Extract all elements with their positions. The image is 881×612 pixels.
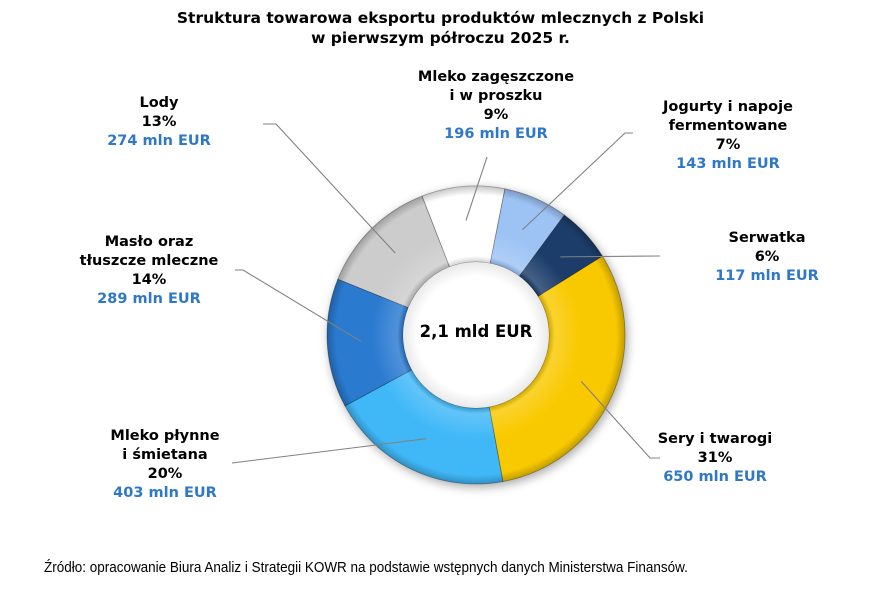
- leader-line-4: [465, 156, 488, 221]
- slice-label-mleko-plynne: Mleko płynne i śmietana 20% 403 mln EUR: [110, 427, 219, 503]
- slice-name-line-2: fermentowane: [668, 118, 788, 134]
- slice-name: Serwatka: [728, 230, 806, 246]
- chart-title-line-2: w pierwszym półroczu 2025 r.: [311, 29, 570, 47]
- leader-line-0: [580, 381, 660, 459]
- slice-value: 143 mln EUR: [676, 156, 780, 172]
- slice-label-jogurty: Jogurty i napoje fermentowane 7% 143 mln…: [663, 98, 793, 174]
- slice-percent: 20%: [147, 466, 183, 482]
- slice-name: Lody: [139, 95, 179, 111]
- slice-name-line-2: i w proszku: [449, 88, 543, 104]
- donut-hole: [403, 262, 549, 408]
- slice-percent: 31%: [697, 450, 733, 466]
- leader-line-2: [235, 269, 362, 342]
- slice-value: 650 mln EUR: [663, 469, 767, 485]
- slice-value: 403 mln EUR: [113, 485, 217, 501]
- chart-title-line-1: Struktura towarowa eksportu produktów ml…: [176, 9, 705, 27]
- slice-percent: 13%: [141, 114, 177, 130]
- slice-label-lody: Lody 13% 274 mln EUR: [107, 94, 211, 151]
- slice-value: 274 mln EUR: [107, 133, 211, 149]
- donut-center-total: 2,1 mld EUR: [419, 322, 533, 341]
- chart-title: Struktura towarowa eksportu produktów ml…: [0, 8, 881, 48]
- leader-line-5: [522, 132, 633, 231]
- source-note: Źródło: opracowanie Biura Analiz i Strat…: [44, 560, 688, 576]
- slice-label-sery: Sery i twarogi 31% 650 mln EUR: [658, 430, 773, 487]
- slice-name: Masło oraz: [104, 234, 194, 250]
- slice-label-serwatka: Serwatka 6% 117 mln EUR: [715, 229, 819, 286]
- slice-name: Mleko zagęszczone: [417, 69, 575, 85]
- slice-percent: 7%: [715, 137, 741, 153]
- slice-value: 289 mln EUR: [97, 291, 201, 307]
- slice-percent: 14%: [131, 272, 167, 288]
- leader-line-6: [560, 255, 661, 258]
- slice-name-line-2: tłuszcze mleczne: [79, 253, 219, 269]
- slice-value: 117 mln EUR: [715, 268, 819, 284]
- slice-percent: 9%: [483, 107, 509, 123]
- slice-value: 196 mln EUR: [444, 126, 548, 142]
- leader-line-1: [231, 438, 427, 464]
- slice-percent: 6%: [754, 249, 780, 265]
- leader-line-3: [263, 123, 396, 254]
- slice-label-maslo: Masło oraz tłuszcze mleczne 14% 289 mln …: [80, 233, 219, 309]
- slice-name: Jogurty i napoje: [663, 99, 793, 115]
- leader-lines: [231, 123, 661, 464]
- slice-name-line-2: i śmietana: [122, 447, 208, 463]
- slice-name: Mleko płynne: [110, 428, 220, 444]
- slice-name: Sery i twarogi: [657, 431, 773, 447]
- slice-label-mleko-zageszczone: Mleko zagęszczone i w proszku 9% 196 mln…: [418, 68, 574, 144]
